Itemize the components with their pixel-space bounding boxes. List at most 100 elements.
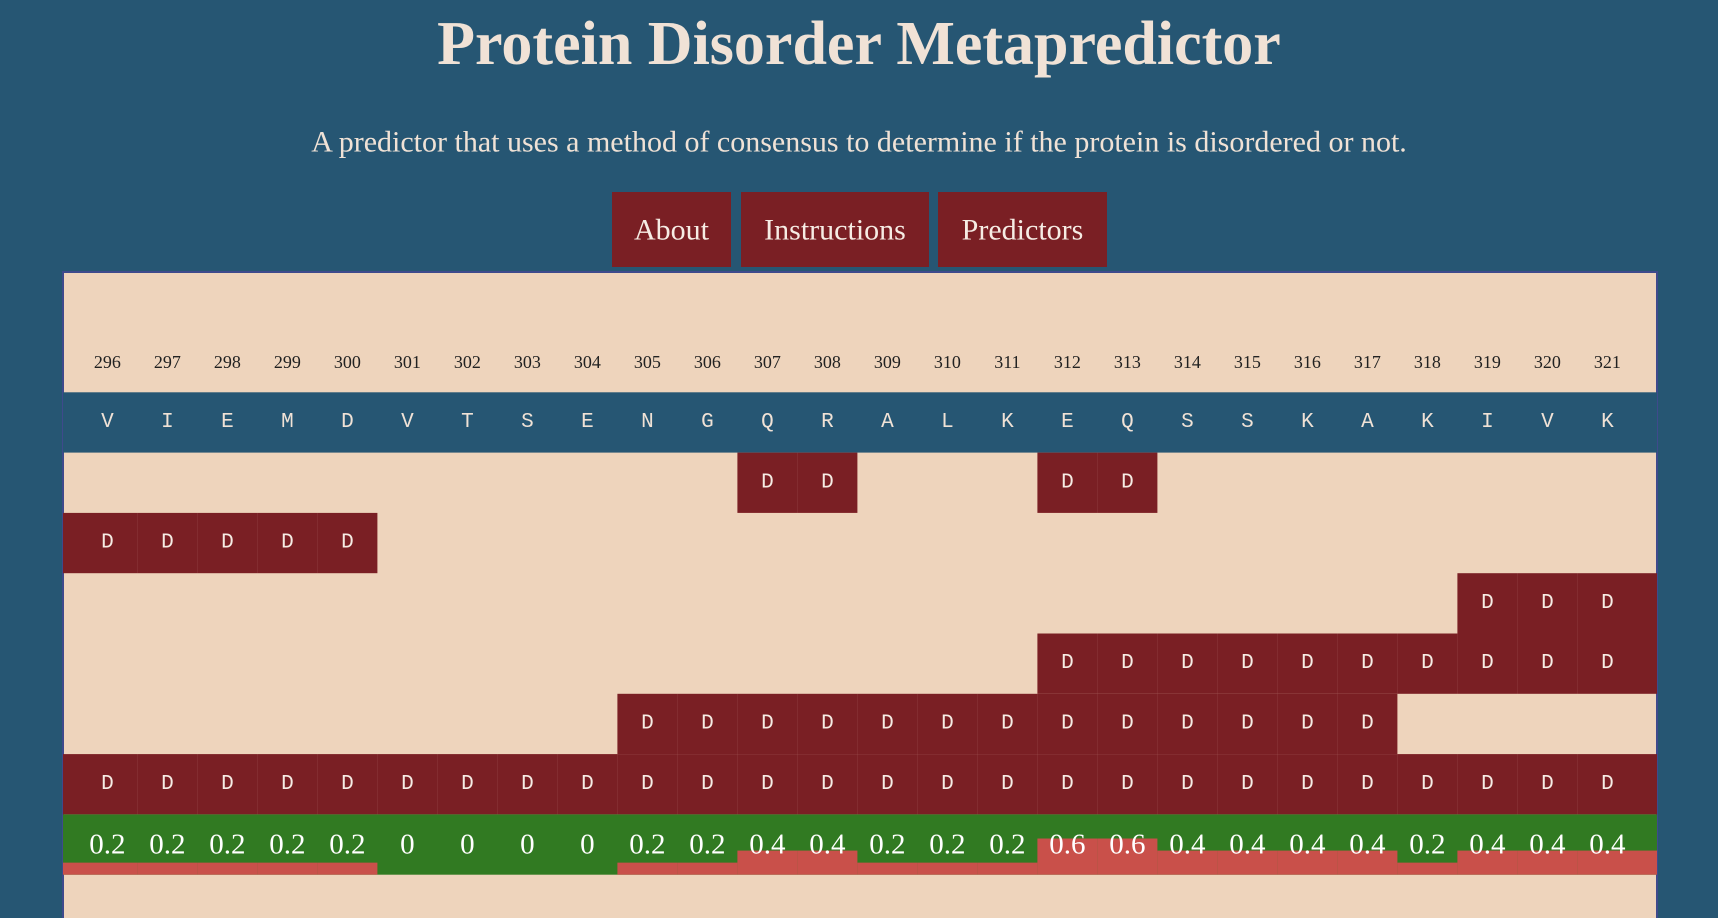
- score-label: 0.4: [1349, 829, 1386, 861]
- disorder-cell: [1517, 633, 1578, 694]
- position-label: 296: [94, 352, 121, 372]
- consensus-label: D: [101, 773, 114, 796]
- consensus-cell: [63, 754, 138, 815]
- position-label: 301: [394, 352, 421, 372]
- disorder-label: D: [941, 712, 954, 735]
- disorder-label: D: [881, 712, 894, 735]
- score-label: 0.4: [1169, 829, 1206, 861]
- nav-button-bg[interactable]: [612, 192, 731, 267]
- consensus-cell: [317, 754, 378, 815]
- nav-button-label[interactable]: About: [634, 214, 710, 247]
- score-label: 0.6: [1109, 829, 1145, 861]
- consensus-cell: [557, 754, 618, 815]
- score-bar: [1037, 838, 1098, 875]
- disorder-label: D: [221, 532, 234, 555]
- position-label: 299: [274, 352, 301, 372]
- position-label: 309: [874, 352, 901, 372]
- score-label: 0.4: [1469, 829, 1506, 861]
- score-label: 0.2: [89, 829, 125, 861]
- residue-label: T: [461, 411, 474, 434]
- disorder-cell: [677, 693, 738, 755]
- consensus-cell: [1457, 754, 1518, 815]
- score-bar: [797, 850, 858, 875]
- score-bar: [197, 862, 258, 875]
- score-label: 0: [520, 829, 535, 861]
- score-bar: [737, 850, 798, 875]
- disorder-label: D: [821, 712, 834, 735]
- score-label: 0: [460, 829, 475, 861]
- nav-button-bg[interactable]: [741, 192, 929, 267]
- position-label: 304: [574, 352, 601, 372]
- nav-button-bg[interactable]: [938, 192, 1107, 267]
- consensus-cell: [1577, 754, 1657, 815]
- disorder-label: D: [1121, 652, 1134, 675]
- score-bar: [977, 862, 1038, 875]
- residue-label: E: [221, 411, 234, 434]
- disorder-cell: [917, 693, 978, 755]
- consensus-cell: [857, 754, 918, 815]
- consensus-cell: [977, 754, 1038, 815]
- position-label: 305: [634, 352, 661, 372]
- disorder-label: D: [1061, 471, 1074, 494]
- nav-button-label[interactable]: Predictors: [962, 214, 1084, 247]
- consensus-cell: [737, 754, 798, 815]
- disorder-label: D: [1061, 652, 1074, 675]
- position-label: 306: [694, 352, 721, 372]
- position-label: 303: [514, 352, 541, 372]
- consensus-label: D: [221, 773, 234, 796]
- disorder-cell: [1277, 693, 1338, 755]
- disorder-label: D: [1361, 712, 1374, 735]
- residue-label: A: [881, 411, 894, 434]
- residue-label: S: [521, 411, 534, 434]
- results-grid: 296 V 297 I 298 E 299 M 300 D 301 V 302 T 303 S 304 E 305 N…: [63, 352, 1657, 875]
- nav-button[interactable]: About: [612, 192, 731, 267]
- nav-button[interactable]: Instructions: [741, 192, 929, 267]
- disorder-cell: [857, 693, 918, 755]
- nav-button-label[interactable]: Instructions: [764, 214, 906, 247]
- score-bar: [677, 862, 738, 875]
- residue-label: D: [341, 411, 354, 434]
- consensus-cell: [917, 754, 978, 815]
- nav-button[interactable]: Predictors: [938, 192, 1107, 267]
- score-bar: [1457, 850, 1518, 875]
- disorder-label: D: [341, 532, 354, 555]
- disorder-label: D: [761, 471, 774, 494]
- consensus-label: D: [1361, 773, 1374, 796]
- disorder-cell: [1517, 573, 1578, 634]
- score-bar: [1157, 850, 1218, 875]
- page-title: Protein Disorder Metapredictor: [437, 10, 1281, 78]
- residue-label: M: [281, 411, 294, 434]
- score-label: 0.2: [329, 829, 365, 861]
- disorder-label: D: [1361, 652, 1374, 675]
- position-label: 298: [214, 352, 241, 372]
- disorder-cell: [1037, 693, 1098, 755]
- score-bar: [1217, 850, 1278, 875]
- consensus-label: D: [1121, 773, 1134, 796]
- position-label: 316: [1294, 352, 1321, 372]
- consensus-cell: [1097, 754, 1158, 815]
- consensus-label: D: [1541, 773, 1554, 796]
- disorder-cell: [737, 452, 798, 513]
- consensus-label: D: [941, 773, 954, 796]
- consensus-cell: [1037, 754, 1098, 815]
- score-label: 0.2: [689, 829, 725, 861]
- consensus-cell: [197, 754, 258, 815]
- nav-bar: About Instructions Predictors: [612, 192, 1107, 267]
- disorder-label: D: [1121, 712, 1134, 735]
- score-bar: [857, 862, 918, 875]
- position-label: 317: [1354, 352, 1381, 372]
- score-bar: [917, 862, 978, 875]
- position-label: 318: [1414, 352, 1441, 372]
- disorder-cell: [63, 512, 138, 574]
- residue-label: K: [1421, 411, 1434, 434]
- disorder-label: D: [1481, 652, 1494, 675]
- disorder-label: D: [821, 471, 834, 494]
- consensus-cell: [1337, 754, 1398, 815]
- score-label: 0.2: [929, 829, 965, 861]
- disorder-label: D: [1541, 652, 1554, 675]
- residue-label: I: [161, 411, 174, 434]
- disorder-label: D: [1421, 652, 1434, 675]
- disorder-cell: [1337, 693, 1398, 755]
- disorder-cell: [797, 452, 858, 513]
